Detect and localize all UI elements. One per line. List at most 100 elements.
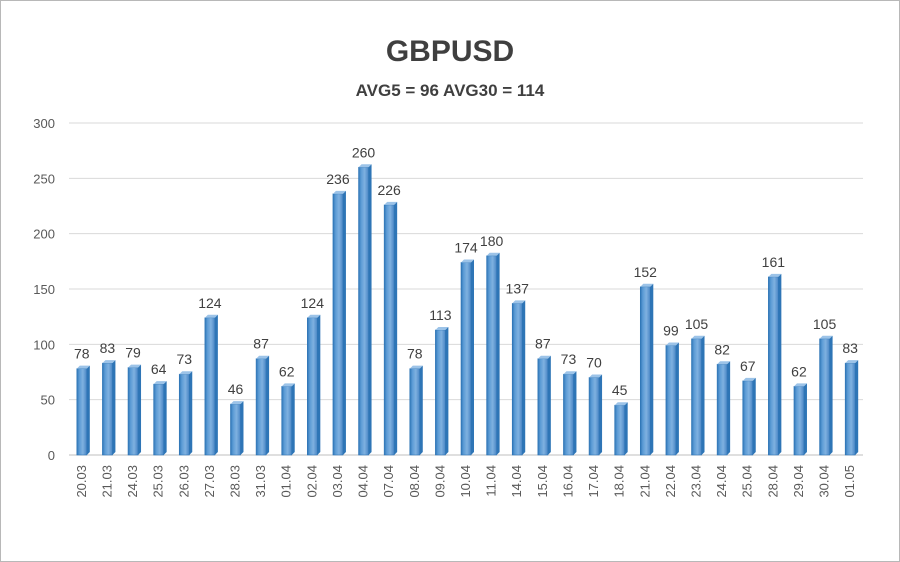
data-label: 161 xyxy=(762,254,786,270)
bar-face xyxy=(665,345,677,456)
bar xyxy=(614,402,628,456)
x-tick-label: 09.04 xyxy=(432,465,447,498)
data-label: 124 xyxy=(198,295,222,311)
bar-face xyxy=(127,367,139,456)
x-tick-label: 14.04 xyxy=(509,465,524,498)
data-label: 45 xyxy=(612,382,628,398)
x-tick-label: 02.04 xyxy=(304,465,319,498)
bar-face xyxy=(691,338,702,456)
y-tick-label: 0 xyxy=(48,448,55,463)
x-tick-label: 24.03 xyxy=(125,465,140,498)
bar-top xyxy=(435,326,449,330)
bar-side xyxy=(522,300,526,455)
data-label: 46 xyxy=(228,381,244,397)
x-tick-label: 18.04 xyxy=(612,465,627,498)
bar-top xyxy=(281,383,295,387)
bar-top xyxy=(486,252,500,256)
bar-face xyxy=(435,329,446,456)
bar xyxy=(563,371,577,456)
chart-title: GBPUSD xyxy=(386,35,514,68)
y-tick-label: 50 xyxy=(41,393,55,408)
data-label: 174 xyxy=(454,239,478,255)
x-tick-label: 11.04 xyxy=(484,465,499,497)
bar-face xyxy=(793,386,805,456)
bar-top xyxy=(179,371,193,375)
bar-face xyxy=(383,204,395,456)
bar-top xyxy=(742,377,756,381)
bar-top xyxy=(153,381,167,385)
y-tick-label: 250 xyxy=(33,171,55,186)
bar-side xyxy=(599,374,603,455)
bar xyxy=(486,252,500,456)
bar xyxy=(793,383,807,456)
bar-top xyxy=(819,335,833,339)
data-label: 236 xyxy=(326,171,350,187)
data-label: 83 xyxy=(842,340,858,356)
data-label: 99 xyxy=(663,322,679,338)
bar xyxy=(819,335,833,456)
y-tick-label: 300 xyxy=(33,116,55,131)
bar xyxy=(307,314,321,456)
x-tick-label: 22.04 xyxy=(663,465,678,498)
bar xyxy=(460,259,474,456)
bar-face xyxy=(537,358,549,456)
x-tick-label: 10.04 xyxy=(458,465,473,498)
bar-side xyxy=(547,355,551,455)
x-tick-label: 16.04 xyxy=(560,465,575,498)
y-tick-label: 200 xyxy=(33,227,55,242)
bar-top xyxy=(691,335,705,339)
bar-side xyxy=(701,335,705,455)
bar xyxy=(332,190,346,456)
bar-top xyxy=(76,365,90,369)
bar xyxy=(768,273,782,456)
data-label: 87 xyxy=(253,336,269,352)
x-tick-label: 23.04 xyxy=(689,465,704,498)
x-tick-label: 29.04 xyxy=(791,465,806,498)
y-tick-label: 150 xyxy=(33,282,55,297)
data-label: 70 xyxy=(586,355,602,371)
data-label: 226 xyxy=(377,182,401,198)
bar-side xyxy=(266,355,270,455)
bar-side xyxy=(496,252,500,455)
data-label: 73 xyxy=(176,351,192,367)
bar-top xyxy=(563,371,577,375)
data-label: 82 xyxy=(714,341,730,357)
bar xyxy=(102,360,116,456)
bar xyxy=(537,355,551,456)
bar-top xyxy=(307,314,321,318)
bar-side xyxy=(624,402,628,455)
bar-top xyxy=(204,314,218,318)
data-label: 64 xyxy=(151,361,167,377)
data-label: 78 xyxy=(74,346,90,362)
data-label: 83 xyxy=(100,340,116,356)
bar-side xyxy=(317,314,321,455)
x-tick-label: 28.04 xyxy=(765,465,780,498)
bar-top xyxy=(102,360,116,364)
bar-face xyxy=(281,386,293,456)
bar-face xyxy=(255,358,267,456)
bar-side xyxy=(138,364,142,455)
bar-top xyxy=(332,190,346,194)
bar-top xyxy=(845,360,859,364)
chart-subtitle: AVG5 = 96 AVG30 = 114 xyxy=(356,81,545,100)
bar-face xyxy=(511,303,523,456)
bar-top xyxy=(537,355,551,359)
bar-face xyxy=(486,255,497,456)
bar xyxy=(127,364,142,456)
bar-side xyxy=(368,164,372,455)
bar xyxy=(76,365,90,456)
bar-face xyxy=(716,363,728,456)
bar xyxy=(153,381,167,456)
bar-side xyxy=(291,383,295,455)
bar xyxy=(358,164,372,456)
x-tick-label: 31.03 xyxy=(253,465,268,498)
bar-top xyxy=(384,201,398,205)
bar-face xyxy=(588,377,600,456)
data-label: 78 xyxy=(407,346,423,362)
bar-side xyxy=(86,365,90,455)
x-tick-label: 07.04 xyxy=(381,465,396,498)
bar-side xyxy=(752,377,756,455)
bar-face xyxy=(358,166,369,456)
bar-top xyxy=(589,374,603,378)
x-tick-label: 01.05 xyxy=(842,465,857,498)
